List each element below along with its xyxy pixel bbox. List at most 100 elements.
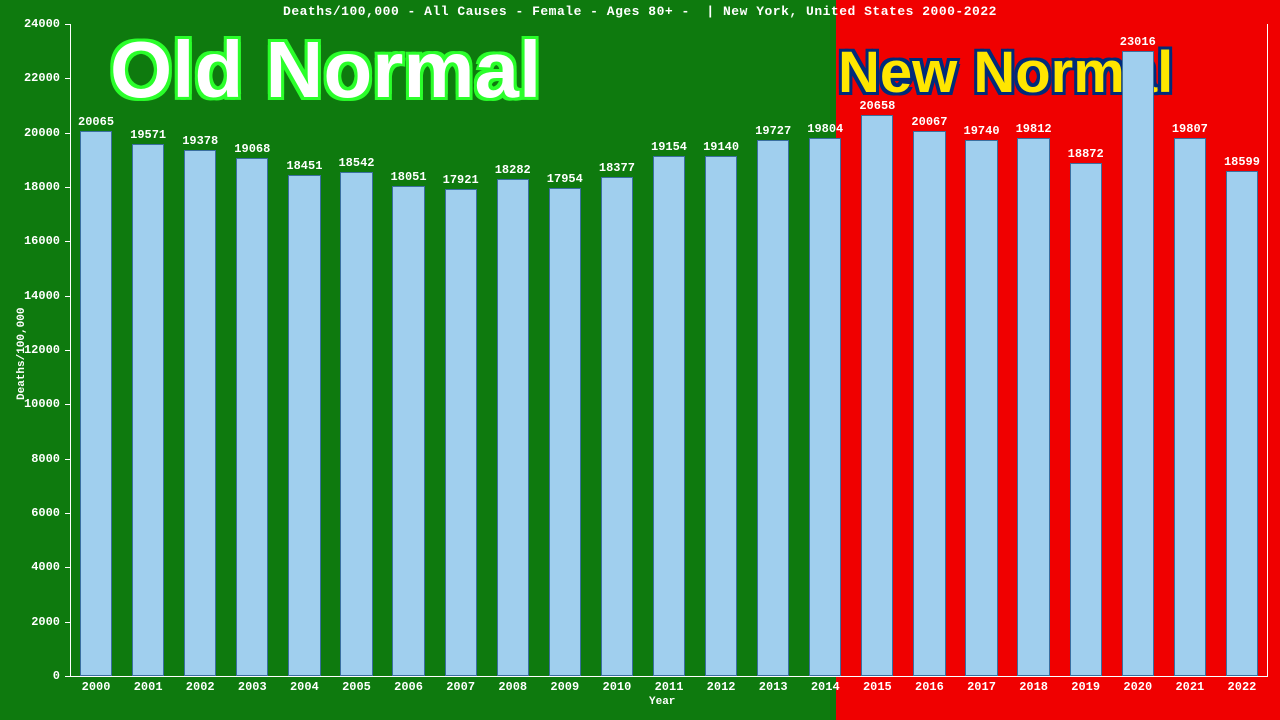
chart-title: Deaths/100,000 - All Causes - Female - A… [0,4,1280,19]
x-tick-label: 2006 [394,680,423,694]
x-tick-label: 2017 [967,680,996,694]
bar [965,140,997,676]
y-tick-mark [65,404,70,405]
bar [392,186,424,676]
bar-value-label: 18599 [1224,155,1260,169]
y-tick-label: 16000 [0,234,60,248]
bar-value-label: 19812 [1016,122,1052,136]
x-tick-label: 2011 [655,680,684,694]
bar [757,140,789,676]
x-tick-label: 2022 [1228,680,1257,694]
bar-value-label: 18451 [286,159,322,173]
x-tick-label: 2020 [1123,680,1152,694]
bar-value-label: 19727 [755,124,791,138]
bar [340,172,372,676]
bar [184,150,216,676]
y-tick-label: 8000 [0,452,60,466]
y-tick-mark [65,78,70,79]
y-tick-label: 24000 [0,17,60,31]
bar [1226,171,1258,676]
bar-value-label: 19154 [651,140,687,154]
bar [653,156,685,676]
y-tick-label: 12000 [0,343,60,357]
bar-value-label: 19140 [703,140,739,154]
x-tick-label: 2005 [342,680,371,694]
bar [549,188,581,676]
x-tick-label: 2010 [603,680,632,694]
y-tick-mark [65,567,70,568]
bar-value-label: 18872 [1068,147,1104,161]
y-tick-mark [65,622,70,623]
x-tick-label: 2016 [915,680,944,694]
bar [1174,138,1206,676]
x-tick-label: 2015 [863,680,892,694]
bar [236,158,268,676]
bar-value-label: 19807 [1172,122,1208,136]
x-tick-label: 2003 [238,680,267,694]
y-tick-label: 18000 [0,180,60,194]
y-tick-label: 22000 [0,71,60,85]
y-tick-mark [65,459,70,460]
bar-value-label: 19740 [964,124,1000,138]
bar-value-label: 19804 [807,122,843,136]
axis-line [70,676,1268,677]
y-tick-mark [65,24,70,25]
bar [861,115,893,676]
x-tick-label: 2014 [811,680,840,694]
y-tick-label: 0 [0,669,60,683]
bar-value-label: 18051 [391,170,427,184]
bar [288,175,320,676]
axis-line [70,24,71,676]
bar [913,131,945,676]
y-tick-mark [65,296,70,297]
bar [809,138,841,676]
x-tick-label: 2008 [498,680,527,694]
y-tick-mark [65,676,70,677]
x-tick-label: 2007 [446,680,475,694]
bar-value-label: 23016 [1120,35,1156,49]
x-tick-label: 2021 [1175,680,1204,694]
x-tick-label: 2009 [550,680,579,694]
bar [445,189,477,676]
y-tick-mark [65,241,70,242]
bar-value-label: 18377 [599,161,635,175]
bar-value-label: 17921 [443,173,479,187]
y-tick-label: 14000 [0,289,60,303]
axis-line [1267,24,1268,676]
y-tick-label: 20000 [0,126,60,140]
x-tick-label: 2018 [1019,680,1048,694]
chart-canvas: Deaths/100,000 - All Causes - Female - A… [0,0,1280,720]
y-tick-mark [65,513,70,514]
bar-value-label: 17954 [547,172,583,186]
bar [1017,138,1049,676]
y-tick-label: 4000 [0,560,60,574]
x-axis-label: Year [649,696,675,708]
bar [497,179,529,676]
y-tick-mark [65,187,70,188]
bar [1070,163,1102,676]
bar-value-label: 18282 [495,163,531,177]
y-tick-label: 10000 [0,397,60,411]
y-tick-label: 2000 [0,615,60,629]
y-tick-label: 6000 [0,506,60,520]
bar-value-label: 19571 [130,128,166,142]
bar [601,177,633,676]
bar [80,131,112,676]
bar [132,144,164,676]
bar [705,156,737,676]
bar-value-label: 20658 [859,99,895,113]
bar-value-label: 19378 [182,134,218,148]
x-tick-label: 2013 [759,680,788,694]
bar-value-label: 19068 [234,142,270,156]
x-tick-label: 2004 [290,680,319,694]
y-tick-mark [65,350,70,351]
x-tick-label: 2012 [707,680,736,694]
y-tick-mark [65,133,70,134]
x-tick-label: 2001 [134,680,163,694]
x-tick-label: 2002 [186,680,215,694]
bar-value-label: 18542 [338,156,374,170]
bar [1122,51,1154,676]
bar-value-label: 20067 [911,115,947,129]
bar-value-label: 20065 [78,115,114,129]
x-tick-label: 2019 [1071,680,1100,694]
